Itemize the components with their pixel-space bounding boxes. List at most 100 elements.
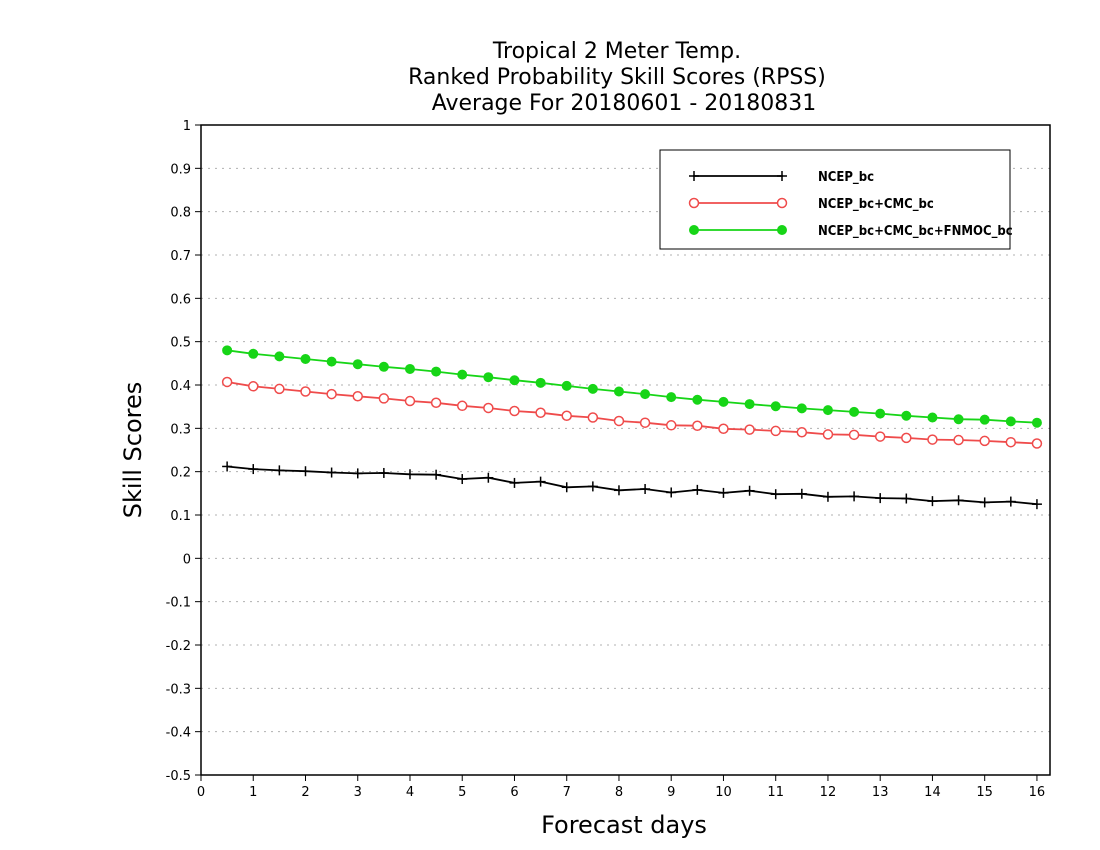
data-point bbox=[718, 423, 729, 435]
data-point bbox=[1005, 496, 1016, 507]
data-point bbox=[849, 406, 860, 417]
data-point bbox=[718, 487, 729, 498]
chart-title-line-2: Ranked Probability Skill Scores (RPSS) bbox=[408, 65, 826, 90]
data-point bbox=[431, 366, 442, 377]
y-tick-label: 0.8 bbox=[170, 206, 191, 221]
data-point bbox=[1005, 416, 1016, 427]
data-point bbox=[300, 386, 311, 397]
data-point bbox=[848, 429, 860, 441]
data-point bbox=[927, 412, 938, 423]
data-point bbox=[404, 469, 415, 480]
x-axis-label: Forecast days bbox=[541, 811, 707, 839]
y-tick-label: -0.1 bbox=[166, 596, 191, 611]
data-point bbox=[822, 491, 833, 502]
legend-marker bbox=[688, 197, 700, 209]
data-point bbox=[744, 485, 755, 496]
data-point bbox=[953, 495, 964, 506]
data-point bbox=[770, 489, 781, 500]
series-0 bbox=[222, 461, 1042, 510]
legend-marker bbox=[777, 225, 787, 235]
x-tick-label: 3 bbox=[354, 785, 362, 800]
data-point bbox=[874, 431, 886, 442]
data-point bbox=[796, 426, 808, 438]
data-point bbox=[300, 466, 311, 477]
y-tick-label: 0.4 bbox=[170, 379, 191, 394]
x-tick-label: 4 bbox=[406, 785, 414, 800]
data-point bbox=[561, 482, 572, 493]
data-point bbox=[535, 407, 546, 418]
y-tick-label: -0.2 bbox=[166, 639, 191, 654]
data-point bbox=[456, 400, 468, 412]
data-point bbox=[587, 383, 598, 394]
data-point bbox=[901, 493, 912, 504]
data-point bbox=[378, 361, 389, 372]
x-tick-label: 2 bbox=[301, 785, 309, 800]
data-point bbox=[692, 420, 703, 431]
y-tick-label: -0.4 bbox=[166, 726, 191, 741]
data-point bbox=[953, 434, 964, 446]
data-point bbox=[431, 469, 442, 480]
x-tick-label: 15 bbox=[976, 785, 993, 800]
data-point bbox=[326, 388, 337, 400]
legend-marker bbox=[777, 171, 787, 181]
data-point bbox=[561, 410, 572, 422]
x-tick-label: 6 bbox=[510, 785, 518, 800]
data-point bbox=[822, 429, 834, 440]
data-point bbox=[483, 372, 494, 383]
y-tick-label: 0.1 bbox=[170, 509, 191, 524]
x-tick-label: 10 bbox=[715, 785, 732, 800]
data-point bbox=[1031, 417, 1042, 428]
x-tick-label: 14 bbox=[924, 785, 941, 800]
data-point bbox=[457, 369, 468, 380]
data-point bbox=[901, 410, 912, 421]
data-point bbox=[639, 417, 651, 428]
data-point bbox=[561, 380, 572, 391]
y-tick-label: 0.3 bbox=[170, 422, 191, 437]
data-point bbox=[300, 354, 311, 364]
data-point bbox=[326, 356, 337, 367]
data-point bbox=[587, 412, 599, 423]
legend-label: NCEP_bc+CMC_bc+FNMOC_bc bbox=[818, 224, 1013, 239]
data-point bbox=[849, 491, 860, 502]
data-point bbox=[248, 348, 259, 359]
data-point bbox=[1031, 499, 1042, 510]
legend: NCEP_bc NCEP_bc+CMC_bc NCEP_bc+CMC_bc+FNMO… bbox=[659, 149, 1013, 250]
data-point bbox=[692, 394, 703, 405]
x-tick-label: 9 bbox=[667, 785, 675, 800]
legend-marker bbox=[776, 197, 788, 209]
data-point bbox=[718, 396, 729, 407]
x-tick-label: 16 bbox=[1029, 785, 1046, 800]
data-point bbox=[770, 425, 781, 437]
y-tick-label: 0.5 bbox=[170, 336, 191, 351]
data-point bbox=[666, 392, 677, 403]
data-point bbox=[247, 381, 259, 392]
data-point bbox=[509, 405, 520, 417]
data-point bbox=[979, 414, 990, 425]
data-point bbox=[509, 375, 520, 386]
x-tick-label: 7 bbox=[563, 785, 571, 800]
x-tick-label: 11 bbox=[767, 785, 784, 800]
data-point bbox=[352, 391, 363, 402]
data-point bbox=[378, 393, 390, 404]
legend-entry: NCEP_bc+CMC_bc+FNMOC_bc bbox=[689, 224, 1013, 239]
data-point bbox=[352, 468, 363, 479]
series-1 bbox=[221, 376, 1043, 449]
y-tick-label: 0.2 bbox=[170, 466, 191, 481]
data-point bbox=[274, 351, 285, 362]
x-tick-label: 1 bbox=[249, 785, 257, 800]
data-point bbox=[352, 359, 363, 370]
data-point bbox=[953, 414, 964, 425]
data-point bbox=[770, 401, 781, 412]
x-tick-label: 0 bbox=[197, 785, 205, 800]
data-point bbox=[509, 477, 520, 488]
y-tick-label: 0.7 bbox=[170, 249, 191, 264]
y-tick-label: 1 bbox=[183, 119, 191, 134]
data-point bbox=[274, 465, 285, 476]
series-layer bbox=[221, 345, 1043, 510]
data-point bbox=[1031, 438, 1043, 449]
data-point bbox=[927, 434, 938, 445]
legend-entry: NCEP_bc+CMC_bc bbox=[688, 197, 934, 212]
data-point bbox=[404, 395, 416, 407]
